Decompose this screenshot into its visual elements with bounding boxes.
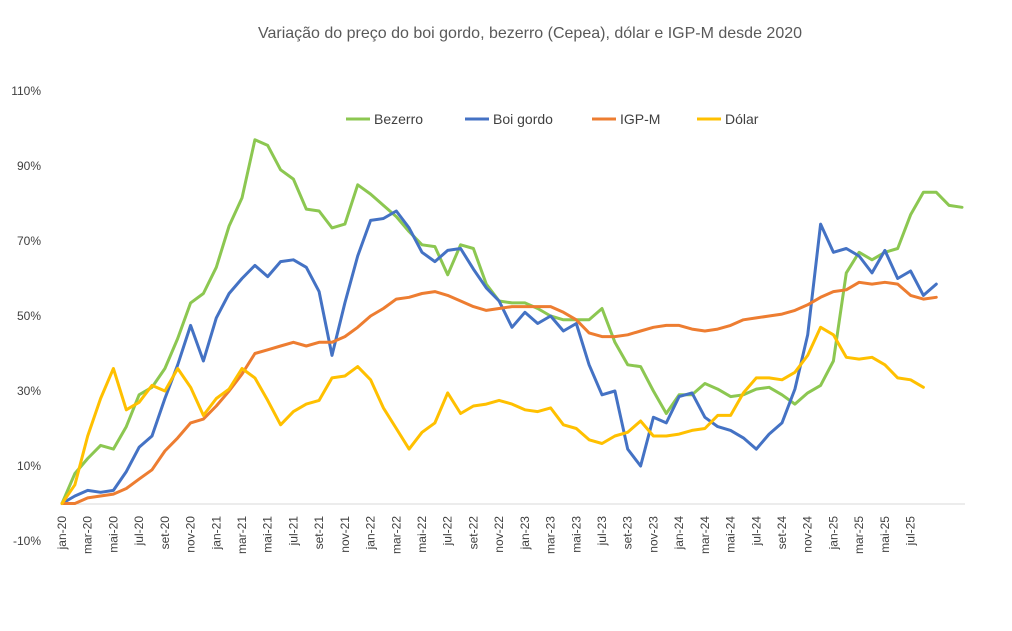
legend-label: Bezerro bbox=[374, 111, 423, 127]
x-tick-label: mar-20 bbox=[81, 516, 95, 554]
x-tick-label: jul-21 bbox=[286, 516, 300, 547]
x-tick-label: jan-20 bbox=[55, 516, 69, 551]
chart-title: Variação do preço do boi gordo, bezerro … bbox=[258, 25, 802, 42]
x-tick-label: mai-21 bbox=[261, 516, 275, 553]
x-tick-label: nov-20 bbox=[184, 516, 198, 553]
x-tick-label: set-21 bbox=[312, 516, 326, 550]
x-tick-label: mai-22 bbox=[415, 516, 429, 553]
series-line bbox=[60, 209, 938, 505]
x-tick-label: mar-24 bbox=[698, 516, 712, 554]
x-tick-label: mar-22 bbox=[389, 516, 403, 554]
y-tick-label: -10% bbox=[13, 534, 41, 548]
y-tick-label: 70% bbox=[17, 234, 41, 248]
series-line bbox=[60, 325, 925, 505]
x-tick-label: jan-25 bbox=[826, 516, 840, 551]
x-tick-label: nov-24 bbox=[801, 516, 815, 553]
x-tick-label: mai-20 bbox=[106, 516, 120, 553]
x-tick-label: mar-23 bbox=[544, 516, 558, 554]
x-axis-tick-labels: jan-20 mar-20 mai-20 jul-20 set-20 nov-20 jan-… bbox=[55, 516, 918, 554]
series-line bbox=[60, 138, 964, 505]
x-tick-label: set-22 bbox=[466, 516, 480, 550]
legend-label: Dólar bbox=[725, 111, 759, 127]
y-tick-label: 50% bbox=[17, 309, 41, 323]
x-tick-label: jul-22 bbox=[441, 516, 455, 547]
x-tick-label: nov-23 bbox=[646, 516, 660, 553]
x-tick-label: jan-22 bbox=[364, 516, 378, 551]
x-tick-label: jan-24 bbox=[672, 516, 686, 551]
y-tick-label: 10% bbox=[17, 459, 41, 473]
legend-label: Boi gordo bbox=[493, 111, 553, 127]
x-tick-label: jul-23 bbox=[595, 516, 609, 547]
y-axis-tick-labels: -10% 10% 30% 50% 70% 90% 110% bbox=[11, 84, 41, 548]
y-tick-label: 30% bbox=[17, 384, 41, 398]
legend: Bezerro Boi gordo IGP-M Dólar bbox=[346, 111, 759, 127]
x-tick-label: mar-21 bbox=[235, 516, 249, 554]
x-tick-label: set-20 bbox=[158, 516, 172, 550]
x-tick-label: jul-25 bbox=[904, 516, 918, 547]
x-tick-label: mar-25 bbox=[852, 516, 866, 554]
y-tick-label: 90% bbox=[17, 159, 41, 173]
x-tick-label: set-24 bbox=[775, 516, 789, 550]
x-tick-label: mai-24 bbox=[724, 516, 738, 553]
series-line bbox=[60, 280, 938, 505]
x-tick-label: jan-21 bbox=[209, 516, 223, 551]
y-tick-label: 110% bbox=[11, 84, 41, 98]
x-tick-label: jul-24 bbox=[749, 516, 763, 547]
x-tick-label: mai-25 bbox=[878, 516, 892, 553]
x-tick-label: nov-22 bbox=[492, 516, 506, 553]
x-tick-label: set-23 bbox=[621, 516, 635, 550]
x-tick-label: mai-23 bbox=[569, 516, 583, 553]
x-tick-label: jan-23 bbox=[518, 516, 532, 551]
legend-label: IGP-M bbox=[620, 111, 660, 127]
x-tick-label: nov-21 bbox=[338, 516, 352, 553]
x-tick-label: jul-20 bbox=[132, 516, 146, 547]
series-lines bbox=[60, 138, 964, 505]
